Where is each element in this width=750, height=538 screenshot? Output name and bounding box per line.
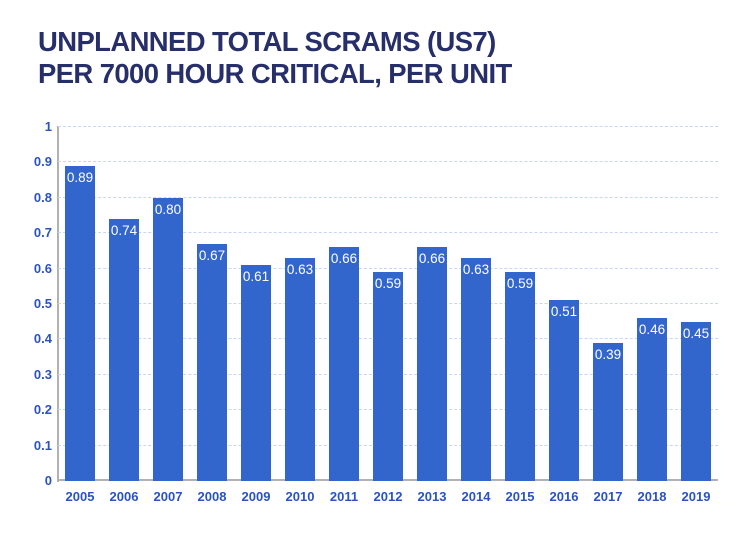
plot-area: 0.89 0.74 0.80 0.67 0.61 0.63 0.66 0.59 0.66 0.63… <box>58 126 718 481</box>
bar-value-label: 0.74 <box>110 223 138 239</box>
y-axis-tick-label: 0.4 <box>33 331 52 347</box>
bar-value-label: 0.61 <box>242 269 270 285</box>
bar-2011: 0.66 <box>329 247 359 481</box>
bar-value-label: 0.39 <box>594 346 622 362</box>
chart-title-line1: UNPLANNED TOTAL SCRAMS (US7) <box>38 26 496 57</box>
x-axis-tick-label: 2013 <box>417 489 447 504</box>
bar-2008: 0.67 <box>197 243 227 481</box>
y-axis-tick-label: 0.8 <box>33 189 52 205</box>
y-axis-tick-labels: 0 0.1 0.2 0.3 0.4 0.5 0.6 0.7 0.8 0.9 1 <box>0 119 52 488</box>
gridline <box>58 126 718 127</box>
x-axis-tick-label: 2019 <box>681 489 711 504</box>
y-axis-tick-label: 0.1 <box>33 437 52 453</box>
y-axis-line <box>57 126 59 482</box>
gridline <box>58 232 718 234</box>
bar-2017: 0.39 <box>593 342 623 481</box>
bar-2016: 0.51 <box>549 300 579 481</box>
x-axis-tick-label: 2016 <box>549 489 579 504</box>
bar-value-label: 0.80 <box>154 201 182 217</box>
bar-2005: 0.89 <box>65 165 95 481</box>
bar-value-label: 0.46 <box>638 322 666 338</box>
x-axis-tick-labels: 2005 2006 2007 2008 2009 2010 2011 2012 2013 2014… <box>58 489 718 509</box>
x-axis-tick-label: 2007 <box>153 489 183 504</box>
bar-2014: 0.63 <box>461 257 491 481</box>
y-axis-tick-label: 0.7 <box>33 225 52 241</box>
x-axis-tick-label: 2014 <box>461 489 491 504</box>
bar-value-label: 0.66 <box>418 251 446 267</box>
y-axis-tick-label: 0.6 <box>33 260 52 276</box>
bar-2012: 0.59 <box>373 272 403 481</box>
x-axis-tick-label: 2011 <box>329 489 359 504</box>
bar-value-label: 0.66 <box>330 251 358 267</box>
gridline <box>58 161 718 163</box>
bar-2013: 0.66 <box>417 247 447 481</box>
bar-value-label: 0.45 <box>682 325 710 341</box>
y-axis-tick-label: 1 <box>44 119 52 134</box>
bar-value-label: 0.59 <box>506 276 534 292</box>
bar-value-label: 0.63 <box>286 261 314 277</box>
bar-value-label: 0.89 <box>66 169 94 185</box>
x-axis-tick-label: 2008 <box>197 489 227 504</box>
bar-value-label: 0.51 <box>550 304 578 320</box>
x-axis-tick-label: 2006 <box>109 489 139 504</box>
bar-2007: 0.80 <box>153 197 183 481</box>
y-axis-tick-label: 0.5 <box>33 296 52 311</box>
bar-value-label: 0.59 <box>374 276 402 292</box>
bar-2019: 0.45 <box>681 321 711 481</box>
x-axis-tick-label: 2017 <box>593 489 623 504</box>
bar-2018: 0.46 <box>637 318 667 481</box>
x-axis-tick-label: 2005 <box>65 489 95 504</box>
chart-title: UNPLANNED TOTAL SCRAMS (US7) PER 7000 HO… <box>38 26 512 90</box>
bar-2015: 0.59 <box>505 272 535 481</box>
bar-value-label: 0.63 <box>462 261 490 277</box>
gridline <box>58 267 718 269</box>
bar-2006: 0.74 <box>109 219 139 481</box>
y-axis-tick-label: 0.3 <box>33 366 52 382</box>
x-axis-tick-label: 2018 <box>637 489 667 504</box>
y-axis-tick-label: 0.2 <box>33 402 52 418</box>
x-axis-tick-label: 2009 <box>241 489 271 504</box>
x-axis-tick-label: 2010 <box>285 489 315 504</box>
y-axis-tick-label: 0.9 <box>33 154 52 170</box>
x-axis-tick-label: 2012 <box>373 489 403 504</box>
chart-title-line2: PER 7000 HOUR CRITICAL, PER UNIT <box>38 58 512 89</box>
gridline <box>58 196 718 198</box>
y-axis-tick-label: 0 <box>44 473 52 488</box>
bar-value-label: 0.67 <box>198 247 226 263</box>
bar-2010: 0.63 <box>285 257 315 481</box>
bar-2009: 0.61 <box>241 265 271 481</box>
x-axis-tick-label: 2015 <box>505 489 535 504</box>
